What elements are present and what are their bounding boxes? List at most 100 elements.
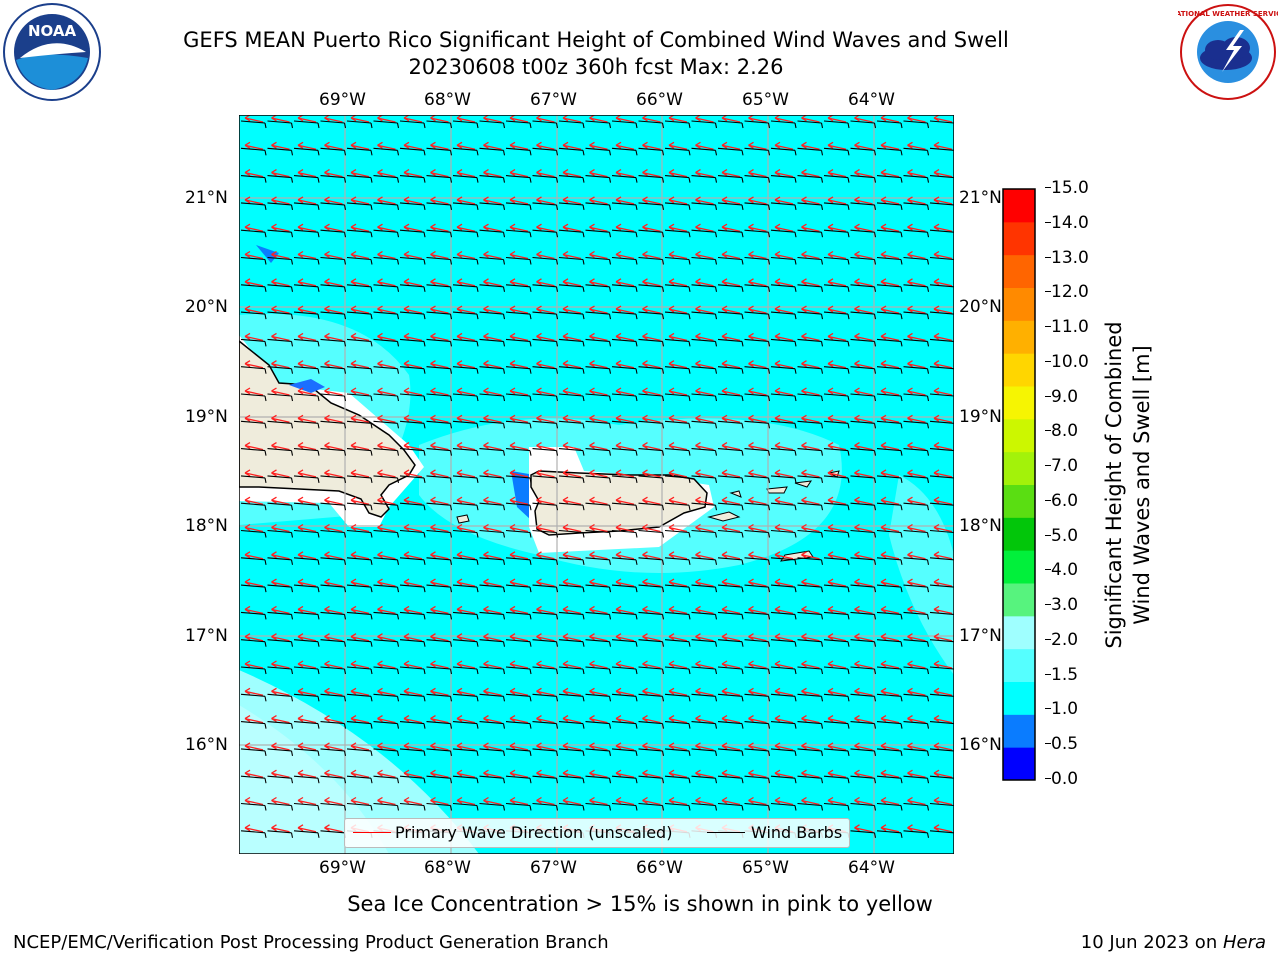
- wave-vector: [903, 796, 930, 811]
- wave-vector: [717, 551, 744, 565]
- wave-vector: [664, 769, 691, 784]
- wave-vector: [717, 796, 744, 811]
- wave-vector: [346, 196, 373, 211]
- wave-vector: [558, 796, 585, 811]
- wave-vector: [691, 332, 718, 347]
- wave-vector: [320, 496, 347, 511]
- wave-vector: [638, 742, 665, 757]
- wave-vector: [373, 605, 400, 620]
- wave-vector: [320, 169, 347, 183]
- wave-vector: [929, 414, 954, 427]
- wave-vector: [770, 169, 797, 183]
- wave-vector: [426, 687, 453, 702]
- wave-vector: [876, 387, 903, 402]
- wave-vector: [929, 551, 954, 563]
- noaa-logo-text: NOAA: [28, 22, 77, 40]
- wave-vector: [558, 332, 585, 347]
- wave-vector: [532, 250, 559, 265]
- wave-vector: [399, 332, 426, 347]
- wave-vector: [320, 414, 347, 429]
- wave-vector: [505, 769, 532, 784]
- wave-vector: [691, 742, 718, 757]
- wave-vector: [346, 469, 373, 484]
- wave-vector: [903, 223, 930, 238]
- wave-vector: [929, 196, 954, 208]
- wave-vector: [426, 141, 453, 156]
- wave-vector: [850, 660, 877, 675]
- wave-vector: [797, 715, 824, 729]
- wave-vector: [532, 769, 559, 784]
- wave-vector: [320, 332, 347, 347]
- wave-vector: [691, 442, 718, 456]
- wave-vector: [876, 523, 903, 538]
- wave-vector: [850, 796, 877, 811]
- wave-vector: [903, 250, 930, 265]
- lon-label-top: 67°W: [530, 90, 577, 110]
- colorbar-cell: [1003, 287, 1035, 321]
- wave-vector: [505, 687, 532, 702]
- wave-vector: [585, 196, 612, 211]
- wave-vector: [797, 278, 824, 292]
- wave-vector: [770, 769, 797, 784]
- wave-vector: [638, 360, 665, 374]
- colorbar-cell: [1003, 747, 1035, 781]
- wave-vector: [929, 305, 954, 317]
- wave-vector: [876, 796, 903, 811]
- wave-vector: [240, 250, 267, 265]
- wave-vector: [267, 715, 294, 729]
- wave-vector: [770, 360, 797, 374]
- wave-vector: [664, 223, 691, 238]
- wave-vector: [664, 305, 691, 320]
- wave-vector: [823, 633, 850, 647]
- wave-vector: [929, 387, 954, 399]
- colorbar-label-line2: Wind Waves and Swell [m]: [1130, 345, 1154, 625]
- wave-vector: [611, 769, 638, 784]
- wave-vector: [558, 250, 585, 265]
- wave-vector: [744, 769, 771, 784]
- wave-vector: [638, 169, 665, 183]
- wave-vector: [293, 360, 320, 374]
- wave-vector: [426, 633, 453, 647]
- wave-vector: [346, 496, 373, 511]
- wave-vector: [823, 141, 850, 156]
- wave-vector: [452, 250, 479, 265]
- wave-vector: [532, 360, 559, 374]
- wave-vector: [452, 687, 479, 702]
- wave-vector: [240, 223, 267, 238]
- wave-vector: [399, 742, 426, 757]
- wave-vector: [611, 469, 638, 484]
- wave-vector: [797, 223, 824, 238]
- wave-vector: [505, 387, 532, 402]
- wave-vector: [903, 387, 930, 402]
- wave-vector: [293, 169, 320, 183]
- wave-vector: [664, 523, 691, 538]
- wave-vector: [585, 223, 612, 238]
- vieques-island: [707, 511, 741, 522]
- wave-vector: [850, 278, 877, 292]
- wave-vector: [267, 196, 294, 211]
- wave-vector: [850, 169, 877, 183]
- wave-vector: [293, 551, 320, 565]
- wave-vector: [558, 578, 585, 593]
- wave-vector: [505, 196, 532, 211]
- wave-vector: [903, 523, 930, 538]
- wave-vector: [585, 605, 612, 620]
- wave-vector: [638, 305, 665, 320]
- wave-vector: [426, 769, 453, 784]
- legend-label-wind-barbs: Wind Barbs: [751, 823, 843, 842]
- wave-vector: [479, 496, 506, 511]
- wave-vector: [320, 305, 347, 320]
- wave-vector: [293, 141, 320, 156]
- wave-vector: [558, 551, 585, 565]
- wave-vector: [903, 715, 930, 729]
- wave-vector: [426, 578, 453, 593]
- wave-vector: [479, 196, 506, 211]
- wave-vector: [399, 769, 426, 784]
- wave-vector: [452, 769, 479, 784]
- wave-vector: [850, 523, 877, 538]
- wave-vector: [320, 660, 347, 675]
- wave-vector: [267, 769, 294, 784]
- wave-vector: [929, 633, 954, 645]
- wave-vector: [903, 824, 930, 838]
- wave-vector: [532, 742, 559, 757]
